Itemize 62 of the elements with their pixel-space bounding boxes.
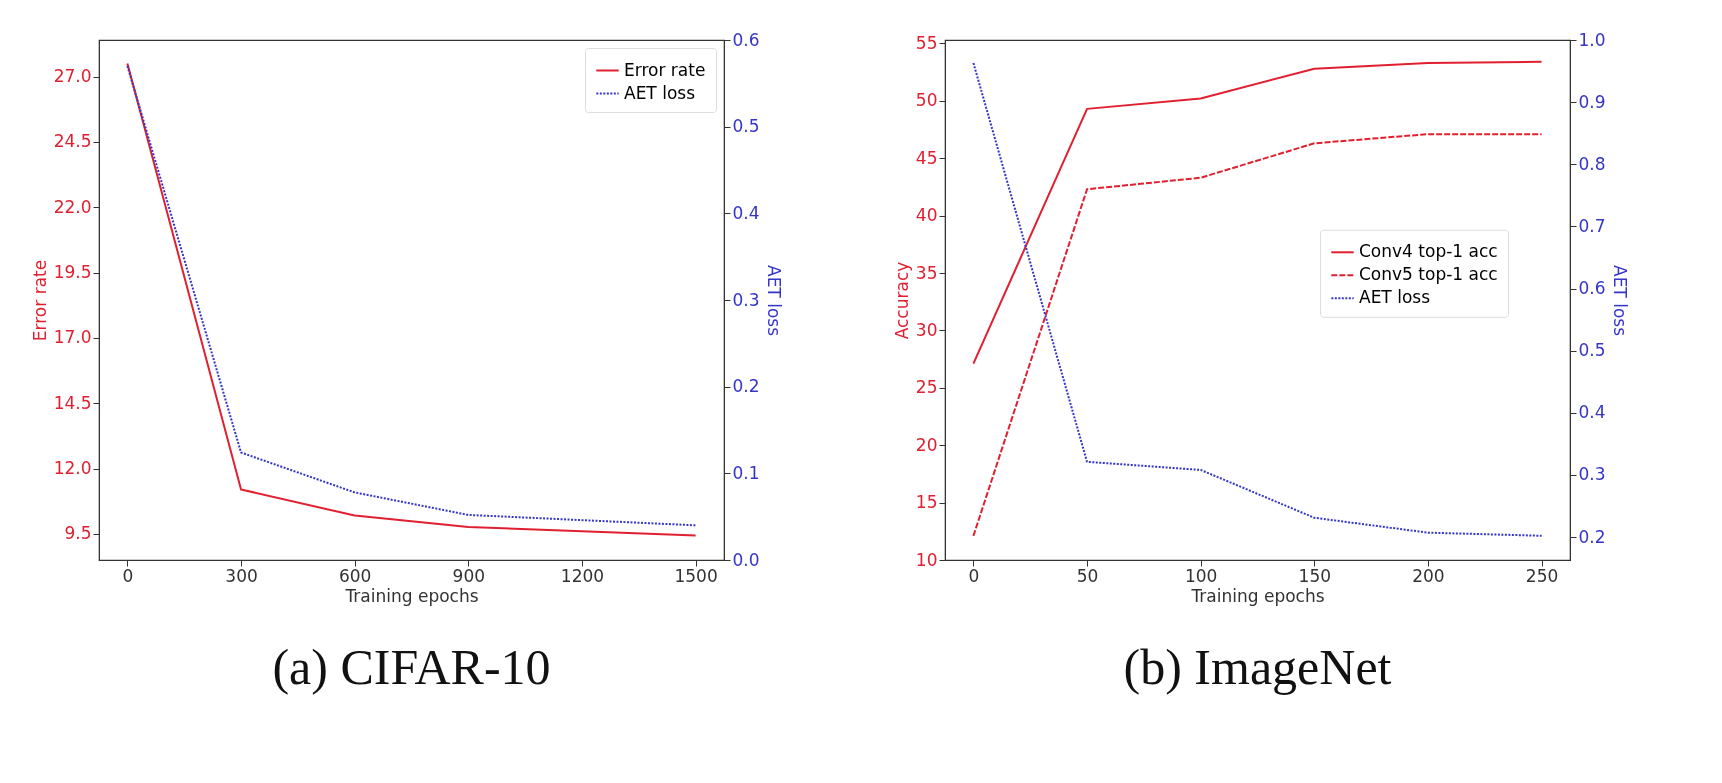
y-tick-label: 30 (915, 319, 938, 340)
y2-tick-label: 0.0 (732, 549, 760, 570)
y-tick-label: 27.0 (53, 66, 92, 87)
line-series (972, 133, 1543, 537)
x-axis-title: Training epochs (344, 585, 479, 606)
y-tick-label: 19.5 (53, 262, 92, 283)
y2-tick-label: 0.7 (1578, 215, 1606, 236)
y-tick-label: 17.0 (53, 327, 92, 348)
y-tick-label: 55 (915, 32, 938, 53)
x-tick-label: 0 (968, 565, 980, 586)
y-tick-label: 35 (915, 262, 938, 283)
legend-label: AET loss (1359, 287, 1431, 308)
line-series (972, 60, 1543, 365)
y2-tick-label: 0.3 (1578, 464, 1606, 485)
y-tick-label: 22.0 (53, 196, 92, 217)
y-tick-label: 50 (915, 90, 938, 111)
y-axis-title: Error rate (29, 259, 50, 342)
y2-tick-label: 0.2 (732, 376, 760, 397)
text: (a) CIFAR-10 (272, 639, 551, 695)
y-tick-label: 15 (915, 492, 938, 513)
legend-label: Conv5 top-1 acc (1359, 264, 1498, 285)
y2-tick-label: 0.2 (1578, 526, 1606, 547)
y2-tick-label: 0.8 (1578, 153, 1606, 174)
y-tick-label: 25 (915, 377, 938, 398)
y2-axis-title: AET loss (1609, 265, 1630, 337)
x-tick-label: 0 (122, 565, 134, 586)
y-tick-label: 9.5 (64, 523, 92, 544)
y2-tick-label: 0.1 (732, 462, 760, 483)
x-tick-label: 1500 (674, 565, 718, 586)
y-tick-label: 20 (915, 434, 938, 455)
y2-tick-label: 0.3 (732, 289, 760, 310)
y-tick-label: 12.0 (53, 458, 92, 479)
y-tick-label: 14.5 (53, 392, 92, 413)
x-tick-label: 300 (225, 565, 258, 586)
y2-tick-label: 0.4 (732, 202, 760, 223)
y2-tick-label: 0.5 (732, 116, 760, 137)
x-axis-title: Training epochs (1190, 585, 1325, 606)
y-tick-label: 10 (915, 549, 938, 570)
legend-label: Conv4 top-1 acc (1359, 241, 1498, 262)
y2-tick-label: 0.9 (1578, 91, 1606, 112)
y-axis-title: Accuracy (891, 261, 912, 340)
x-tick-label: 200 (1412, 565, 1445, 586)
y2-tick-label: 0.4 (1578, 402, 1606, 423)
y2-axis-title: AET loss (763, 265, 784, 337)
x-tick-label: 600 (338, 565, 372, 586)
y-tick-label: 24.5 (53, 131, 92, 152)
x-tick-label: 900 (452, 565, 486, 586)
x-tick-label: 100 (1184, 565, 1218, 586)
legend-label: AET loss (624, 82, 696, 103)
x-tick-label: 250 (1525, 565, 1559, 586)
y-tick-label: 45 (915, 147, 938, 168)
y2-tick-label: 0.5 (1578, 340, 1606, 361)
y2-tick-label: 0.6 (1578, 278, 1606, 299)
line-series (972, 61, 1543, 537)
legend-label: Error rate (624, 59, 706, 80)
y2-tick-label: 0.6 (732, 29, 760, 50)
y-tick-label: 40 (915, 205, 938, 226)
text: (b) ImageNet (1123, 639, 1392, 695)
x-tick-label: 1200 (560, 565, 605, 586)
x-tick-label: 50 (1076, 565, 1099, 586)
x-tick-label: 150 (1298, 565, 1332, 586)
y2-tick-label: 1.0 (1578, 29, 1606, 50)
